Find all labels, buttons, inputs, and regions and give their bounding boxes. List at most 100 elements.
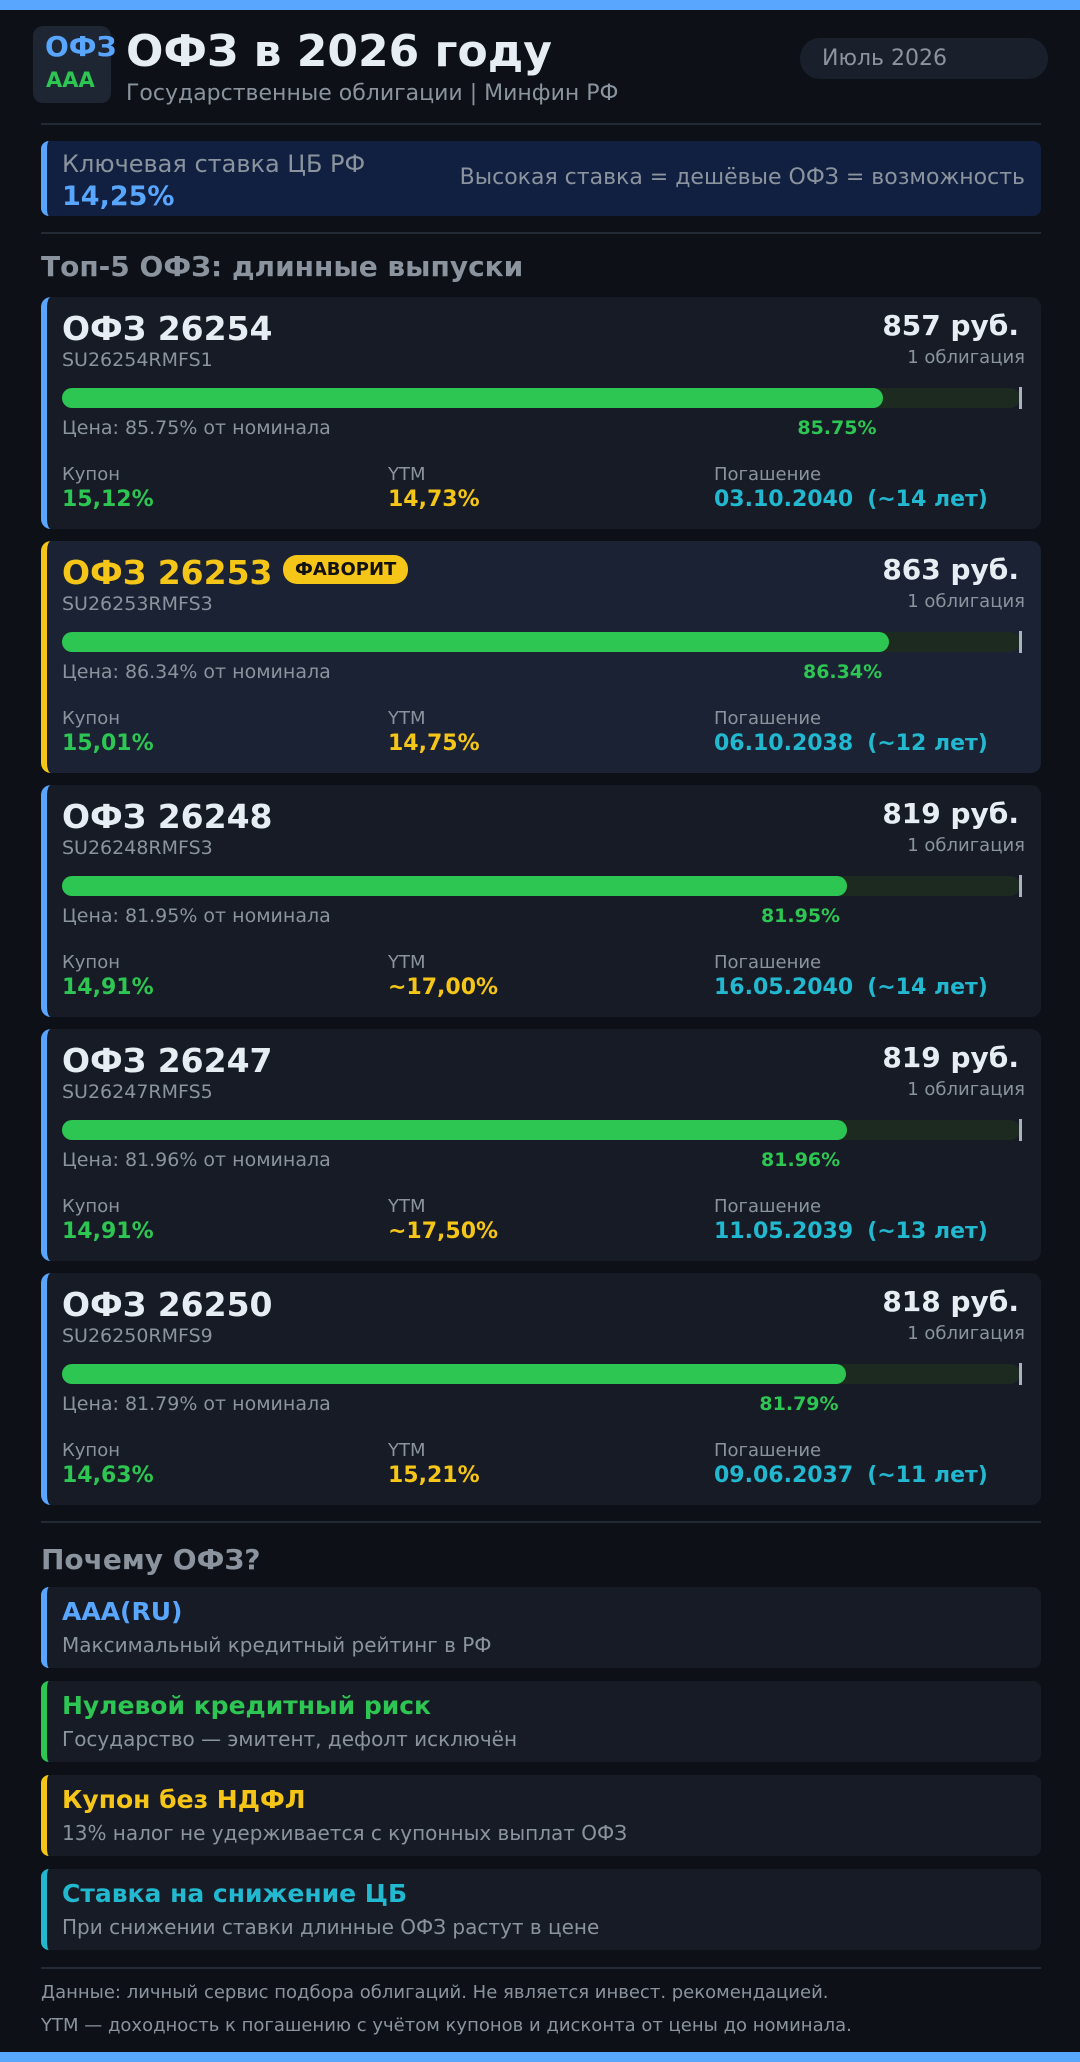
price-text: Цена: 81.96% от номинала bbox=[62, 1149, 331, 1171]
bond-qty: 1 облигация bbox=[907, 1079, 1025, 1100]
metric-value: ~17,50% bbox=[388, 1219, 499, 1244]
metric-value: 11.05.2039 (~13 лет) bbox=[714, 1219, 988, 1244]
bond-price: 818 руб. bbox=[882, 1285, 1019, 1318]
bond-price: 857 руб. bbox=[882, 309, 1019, 342]
top-stripe bbox=[0, 0, 1080, 10]
pct-wrap: 86.34% bbox=[62, 661, 1020, 685]
bond-name: ОФЗ 26250 bbox=[62, 1285, 273, 1324]
metric-label: Купон bbox=[62, 1196, 120, 1217]
price-bar bbox=[62, 1364, 846, 1384]
bond-qty: 1 облигация bbox=[907, 347, 1025, 368]
metric-label: Купон bbox=[62, 1440, 120, 1461]
metric-label: YTM bbox=[388, 952, 426, 973]
nominal-tick bbox=[1019, 1363, 1022, 1385]
bond-price: 819 руб. bbox=[882, 1041, 1019, 1074]
reason-card: AAA(RU) Максимальный кредитный рейтинг в … bbox=[41, 1587, 1041, 1668]
metric-value: 15,12% bbox=[62, 487, 154, 512]
bond-code: SU26253RMFS3 bbox=[62, 593, 213, 615]
price-bar bbox=[62, 876, 848, 896]
nominal-tick bbox=[1019, 1119, 1022, 1141]
metric-label: Купон bbox=[62, 708, 120, 729]
price-track bbox=[62, 387, 1022, 409]
bond-card: ОФЗ 26254 SU26254RMFS1 857 руб. 1 облигация… bbox=[41, 297, 1041, 529]
metric-value: ~17,00% bbox=[388, 975, 499, 1000]
reason-card: Ставка на снижение ЦБ При снижении ставки… bbox=[41, 1869, 1041, 1950]
metric-value: 16.05.2040 (~14 лет) bbox=[714, 975, 988, 1000]
key-rate-box: Ключевая ставка ЦБ РФ 14,25% Высокая ста… bbox=[41, 141, 1041, 216]
reason-title: AAA(RU) bbox=[62, 1597, 183, 1626]
reason-text: При снижении ставки длинные ОФЗ растут в… bbox=[62, 1915, 600, 1939]
price-pct: 86.34% bbox=[802, 661, 883, 683]
price-text: Цена: 81.79% от номинала bbox=[62, 1393, 331, 1415]
divider bbox=[41, 123, 1041, 125]
divider bbox=[41, 1967, 1041, 1969]
years-left: (~14 лет) bbox=[867, 975, 988, 1000]
price-text: Цена: 81.95% от номинала bbox=[62, 905, 331, 927]
reason-card: Нулевой кредитный риск Государство — эмит… bbox=[41, 1681, 1041, 1762]
pct-wrap: 81.95% bbox=[62, 905, 1020, 929]
footnote: Данные: личный сервис подбора облигаций.… bbox=[41, 1982, 829, 2003]
section-title: Топ-5 ОФЗ: длинные выпуски bbox=[41, 250, 524, 283]
price-bar bbox=[62, 388, 884, 408]
metric-label: Погашение bbox=[714, 464, 822, 485]
bond-name: ОФЗ 26248 bbox=[62, 797, 273, 836]
nominal-tick bbox=[1019, 631, 1022, 653]
reason-text: Максимальный кредитный рейтинг в РФ bbox=[62, 1633, 492, 1657]
years-left: (~12 лет) bbox=[867, 731, 988, 756]
nominal-tick bbox=[1019, 875, 1022, 897]
years-left: (~13 лет) bbox=[867, 1219, 988, 1244]
price-text: Цена: 86.34% от номинала bbox=[62, 661, 331, 683]
price-pct: 81.79% bbox=[759, 1393, 839, 1415]
logo-bottom: AAA bbox=[46, 68, 95, 92]
divider bbox=[41, 232, 1041, 234]
metric-value: 14,91% bbox=[62, 975, 154, 1000]
metric-label: Купон bbox=[62, 952, 120, 973]
subtitle: Государственные облигации | Минфин РФ bbox=[126, 81, 619, 106]
reason-card: Купон без НДФЛ 13% налог не удерживается … bbox=[41, 1775, 1041, 1856]
reason-title: Нулевой кредитный риск bbox=[62, 1691, 432, 1720]
bond-card: ОФЗ 26247 SU26247RMFS5 819 руб. 1 облигация… bbox=[41, 1029, 1041, 1261]
metric-label: Погашение bbox=[714, 1196, 822, 1217]
bond-code: SU26248RMFS3 bbox=[62, 837, 213, 859]
bond-card: ОФЗ 26248 SU26248RMFS3 819 руб. 1 облигация… bbox=[41, 785, 1041, 1017]
metric-value: 15,21% bbox=[388, 1463, 480, 1488]
metric-label: Погашение bbox=[714, 708, 822, 729]
price-bar bbox=[62, 1120, 848, 1140]
metric-value: 15,01% bbox=[62, 731, 154, 756]
metric-label: Купон bbox=[62, 464, 120, 485]
bond-code: SU26250RMFS9 bbox=[62, 1325, 213, 1347]
section-title: Почему ОФЗ? bbox=[41, 1543, 261, 1576]
price-pct: 81.95% bbox=[760, 905, 841, 927]
reason-title: Купон без НДФЛ bbox=[62, 1785, 306, 1814]
logo: ОФЗ AAA bbox=[33, 26, 116, 103]
metric-label: Погашение bbox=[714, 1440, 822, 1461]
key-rate-note: Высокая ставка = дешёвые ОФЗ = возможнос… bbox=[459, 165, 1025, 190]
bond-card: ОФЗ 26253 ФАВОРИТ SU26253RMFS3 863 руб. 1 об… bbox=[41, 541, 1041, 773]
title: ОФЗ в 2026 году bbox=[126, 26, 552, 77]
price-pct: 81.96% bbox=[761, 1149, 841, 1171]
price-pct: 85.75% bbox=[797, 417, 877, 439]
bond-qty: 1 облигация bbox=[907, 1323, 1025, 1344]
reason-text: 13% налог не удерживается с купонных вып… bbox=[62, 1821, 628, 1845]
price-track bbox=[62, 875, 1022, 897]
price-track bbox=[62, 631, 1022, 653]
years-left: (~14 лет) bbox=[867, 487, 988, 512]
key-rate-label: Ключевая ставка ЦБ РФ bbox=[62, 150, 366, 178]
bond-price: 863 руб. bbox=[882, 553, 1019, 586]
footnote: YTM — доходность к погашению с учётом ку… bbox=[41, 2015, 852, 2036]
reason-text: Государство — эмитент, дефолт исключён bbox=[62, 1727, 518, 1751]
favorite-badge: ФАВОРИТ bbox=[283, 555, 409, 584]
price-text: Цена: 85.75% от номинала bbox=[62, 417, 331, 439]
reason-title: Ставка на снижение ЦБ bbox=[62, 1879, 408, 1908]
price-track bbox=[62, 1363, 1022, 1385]
bond-card: ОФЗ 26250 SU26250RMFS9 818 руб. 1 облигация… bbox=[41, 1273, 1041, 1505]
metric-label: YTM bbox=[388, 1440, 426, 1461]
bond-price: 819 руб. bbox=[882, 797, 1019, 830]
metric-label: YTM bbox=[388, 1196, 426, 1217]
metric-label: Погашение bbox=[714, 952, 822, 973]
date-badge: Июль 2026 bbox=[800, 38, 1048, 79]
bond-qty: 1 облигация bbox=[907, 835, 1025, 856]
pct-wrap: 85.75% bbox=[62, 417, 1020, 441]
bond-qty: 1 облигация bbox=[907, 591, 1025, 612]
